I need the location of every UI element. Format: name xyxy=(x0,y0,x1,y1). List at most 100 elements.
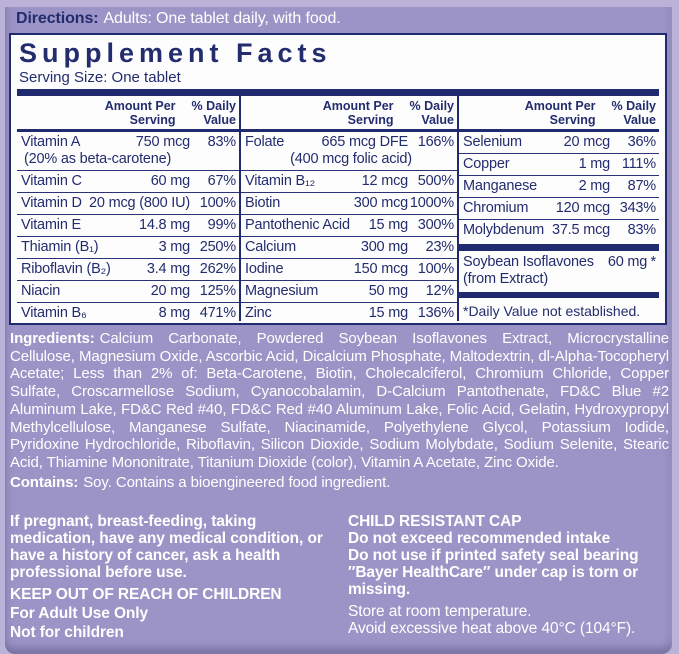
nutrient-name: Iodine xyxy=(245,261,284,277)
nutrient-amount: 60 mg xyxy=(150,173,191,189)
nutrient-dv: 166% xyxy=(417,134,454,150)
nutrient-dv: 1000% xyxy=(409,195,454,211)
contains-text: Soy. Contains a bioengineered food ingre… xyxy=(83,473,391,491)
nutrient-row: Vitamin E 14.8 mg 99% xyxy=(17,214,239,236)
column-header: Amount Per Serving % Daily Value xyxy=(241,96,457,132)
nutrient-row: Biotin 300 mcg 1000% xyxy=(241,192,457,214)
pregnancy-warning: If pregnant, breast-feeding, taking medi… xyxy=(10,513,323,581)
nutrient-amount: 120 mcg xyxy=(555,200,610,216)
contains-line: Contains: Soy. Contains a bioengineered f… xyxy=(10,474,669,492)
nutrient-row: Manganese 2 mg 87% xyxy=(459,175,659,197)
keep-out-warning: KEEP OUT OF REACH OF CHILDREN xyxy=(10,586,282,603)
nutrient-name: Pantothenic Acid xyxy=(245,217,350,233)
warnings-left: If pregnant, breast-feeding, taking medi… xyxy=(10,513,342,641)
nutrient-name: Folate xyxy=(245,134,285,150)
column-header: Amount Per Serving % Daily Value xyxy=(459,96,659,132)
nutrient-amount: 60 mg xyxy=(607,253,648,270)
nutrient-note: (from Extract) xyxy=(463,270,549,287)
facts-column-body: Folate 665 mcg DFE 166% (400 mcg folic acid… xyxy=(241,132,457,324)
nutrient-amount: 750 mcg xyxy=(135,134,190,150)
nutrient-dv: 471% xyxy=(199,305,236,321)
nutrient-dv: 12% xyxy=(425,283,455,299)
nutrient-name: Vitamin A xyxy=(21,134,81,150)
nutrient-amount: 300 mg xyxy=(360,239,408,255)
amount-per-serving-header: Amount Per Serving xyxy=(104,99,176,127)
ingredients-text: Calcium Carbonate, Powdered Soybean Isof… xyxy=(10,330,669,471)
daily-value-header: % Daily Value xyxy=(409,99,454,127)
nutrient-amount: 20 mcg (800 IU) xyxy=(89,195,190,211)
nutrient-amount: 12 mcg xyxy=(361,173,409,189)
nutrient-dv: 83% xyxy=(207,134,237,150)
nutrient-name: Vitamin B₁₂ xyxy=(245,173,316,189)
nutrient-row: Riboflavin (B₂) 3.4 mg 262% xyxy=(17,258,239,280)
isoflavones-row: Soybean Isoflavones 60 mg * (from Extrac… xyxy=(459,253,659,289)
nutrient-dv: 100% xyxy=(199,195,236,211)
nutrient-name: Vitamin D xyxy=(21,195,82,211)
nutrient-name: Biotin xyxy=(245,195,281,211)
nutrient-row: Magnesium 50 mg 12% xyxy=(241,280,457,302)
daily-value-header: % Daily Value xyxy=(611,99,656,127)
nutrient-row: Vitamin C 60 mg 67% xyxy=(17,170,239,192)
facts-columns: Amount Per Serving % Daily Value Vitamin… xyxy=(17,96,659,321)
nutrient-dv: 87% xyxy=(627,178,657,194)
nutrient-amount: 15 mg xyxy=(368,217,409,233)
nutrient-row: Vitamin B₆ 8 mg 471% xyxy=(17,302,239,324)
ingredients-paragraph: Ingredients: Calcium Carbonate, Powdered … xyxy=(10,330,669,472)
facts-column-body: Vitamin A 750 mcg 83% (20% as beta-carotene… xyxy=(17,132,239,324)
adult-use-only: For Adult Use Only xyxy=(10,605,148,622)
nutrient-name: Zinc xyxy=(245,305,272,321)
nutrient-amount: 300 mcg xyxy=(353,195,408,211)
daily-value-header: % Daily Value xyxy=(191,99,236,127)
nutrient-row: Selenium 20 mcg 36% xyxy=(459,132,659,153)
facts-column: Amount Per Serving % Daily Value Vitamin… xyxy=(17,96,241,321)
heat-warning: Avoid excessive heat above 40°C (104°F). xyxy=(348,620,636,637)
nutrient-dv: * xyxy=(650,253,657,270)
nutrient-name: Vitamin C xyxy=(21,173,82,189)
not-for-children: Not for children xyxy=(10,624,124,641)
contains-label: Contains: xyxy=(10,473,79,491)
nutrient-amount: 20 mg xyxy=(150,283,191,299)
header-bar xyxy=(17,89,659,96)
ingredients-label: Ingredients: xyxy=(10,330,95,347)
nutrient-name: Magnesium xyxy=(245,283,319,299)
nutrient-dv: 343% xyxy=(619,200,656,216)
nutrient-note: (400 mcg folic acid) xyxy=(290,151,412,167)
amount-per-serving-header: Amount Per Serving xyxy=(524,99,596,127)
divider-bar xyxy=(459,291,659,298)
facts-column: Amount Per Serving % Daily Value Seleniu… xyxy=(459,96,659,321)
warnings-right: CHILD RESISTANT CAP Do not exceed recomm… xyxy=(348,513,674,637)
nutrient-row: Zinc 15 mg 136% xyxy=(241,302,457,324)
amount-per-serving-header: Amount Per Serving xyxy=(322,99,394,127)
divider-bar xyxy=(459,244,659,251)
supplement-facts-title: Supplement Facts xyxy=(19,38,332,68)
ingredients-section: Ingredients: Calcium Carbonate, Powdered … xyxy=(10,330,669,491)
serving-size: Serving Size: One tablet xyxy=(19,69,181,86)
daily-value-footnote: *Daily Value not established. xyxy=(463,303,641,319)
nutrient-amount: 15 mg xyxy=(368,305,409,321)
nutrient-name: Calcium xyxy=(245,239,296,255)
nutrient-dv: 67% xyxy=(207,173,237,189)
nutrient-name: Riboflavin (B₂) xyxy=(21,261,111,277)
nutrient-name: Chromium xyxy=(463,200,529,216)
nutrient-row: Iodine 150 mcg 100% xyxy=(241,258,457,280)
directions-label: Directions: xyxy=(16,10,99,27)
nutrient-amount: 1 mg xyxy=(578,156,611,172)
nutrient-name: Copper xyxy=(463,156,510,172)
nutrient-amount: 2 mg xyxy=(578,178,611,194)
facts-column: Amount Per Serving % Daily Value Folate 6… xyxy=(241,96,459,321)
nutrient-row: Folate 665 mcg DFE 166% (400 mcg folic acid… xyxy=(241,132,457,170)
nutrient-dv: 250% xyxy=(199,239,236,255)
nutrient-dv: 262% xyxy=(199,261,236,277)
nutrient-amount: 37.5 mcg xyxy=(551,222,610,238)
nutrient-row: Calcium 300 mg 23% xyxy=(241,236,457,258)
nutrient-dv: 500% xyxy=(417,173,454,189)
nutrient-row: Thiamin (B₁) 3 mg 250% xyxy=(17,236,239,258)
nutrient-dv: 111% xyxy=(621,156,656,172)
supplement-facts-panel: Supplement Facts Serving Size: One table… xyxy=(9,33,667,325)
nutrient-dv: 23% xyxy=(425,239,455,255)
nutrient-amount: 150 mcg xyxy=(353,261,408,277)
nutrient-amount: 8 mg xyxy=(158,305,191,321)
nutrient-name: Vitamin B₆ xyxy=(21,305,87,321)
nutrient-name: Molybdenum xyxy=(463,222,545,238)
nutrient-row: Vitamin B₁₂ 12 mcg 500% xyxy=(241,170,457,192)
